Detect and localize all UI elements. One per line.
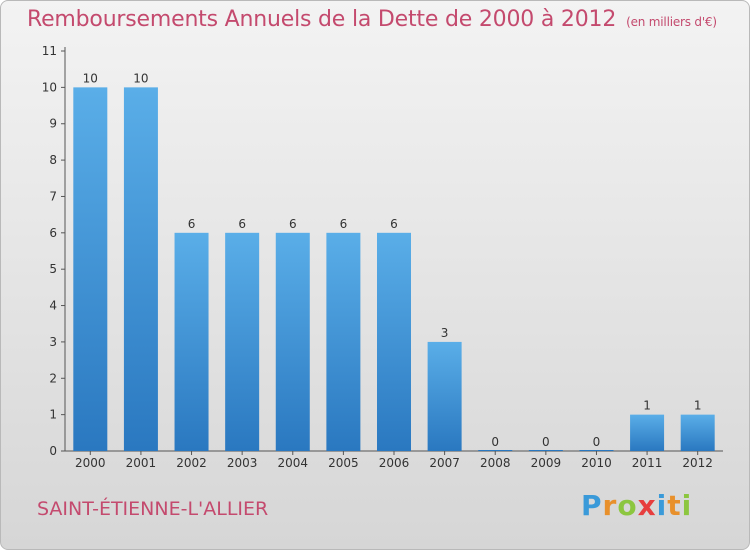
data-label-2008: 0 [491, 435, 499, 449]
data-label-2006: 6 [390, 217, 398, 231]
data-label-2007: 3 [441, 326, 449, 340]
logo-letter: x [637, 489, 657, 522]
bar-2011 [630, 414, 665, 451]
logo-letter: t [667, 489, 682, 522]
chart-data-labels: 10 10 6 6 6 6 6 3 0 0 0 1 1 [83, 71, 702, 449]
chart-title-text: Remboursements Annuels de la Dette de 20… [27, 7, 617, 32]
bar-2010 [579, 450, 614, 451]
data-label-2003: 6 [238, 217, 246, 231]
city-name: SAINT-ÉTIENNE-L'ALLIER [37, 498, 269, 520]
chart-subtitle: (en milliers d'€) [626, 15, 717, 29]
y-tick-label: 4 [49, 299, 57, 313]
bar-2009 [528, 450, 563, 451]
data-label-2000: 10 [83, 71, 98, 85]
bar-2004 [275, 232, 310, 451]
x-tick-label: 2003 [227, 456, 258, 470]
y-tick-label: 8 [49, 153, 57, 167]
x-tick-label: 2010 [581, 456, 612, 470]
data-label-2012: 1 [694, 399, 702, 413]
bar-2000 [73, 87, 108, 451]
bar-2001 [123, 87, 158, 451]
x-tick-label: 2009 [531, 456, 562, 470]
data-label-2001: 10 [133, 71, 148, 85]
data-label-2005: 6 [340, 217, 348, 231]
bar-2007 [427, 341, 462, 451]
data-label-2009: 0 [542, 435, 550, 449]
x-tick-label: 2006 [379, 456, 410, 470]
data-label-2011: 1 [643, 399, 651, 413]
bar-2003 [225, 232, 260, 451]
x-tick-label: 2008 [480, 456, 511, 470]
bar-2005 [326, 232, 361, 451]
logo-letter: r [602, 489, 618, 522]
data-label-2004: 6 [289, 217, 297, 231]
y-tick-label: 9 [49, 117, 57, 131]
logo-letter: i [656, 489, 668, 522]
x-tick-label: 2001 [126, 456, 157, 470]
y-tick-label: 7 [49, 189, 57, 203]
x-tick-label: 2012 [682, 456, 713, 470]
x-tick-label: 2007 [429, 456, 460, 470]
x-tick-label: 2005 [328, 456, 359, 470]
y-tick-label: 3 [49, 335, 57, 349]
logo-letter: o [617, 489, 638, 522]
bar-2012 [680, 414, 715, 451]
logo-letter: P [581, 489, 603, 522]
proxiti-logo: Proxiti [581, 489, 692, 522]
bar-2008 [478, 450, 513, 451]
chart-title: Remboursements Annuels de la Dette de 20… [27, 7, 717, 32]
chart-bars [73, 87, 715, 451]
y-tick-label: 2 [49, 371, 57, 385]
bar-2002 [174, 232, 209, 451]
y-tick-label: 11 [42, 44, 57, 58]
y-tick-label: 1 [49, 408, 57, 422]
y-tick-label: 10 [42, 80, 57, 94]
y-tick-label: 5 [49, 262, 57, 276]
bar-2006 [377, 232, 411, 451]
y-tick-label: 6 [49, 226, 57, 240]
x-tick-label: 2004 [277, 456, 308, 470]
x-tick-label: 2000 [75, 456, 106, 470]
y-tick-label: 0 [49, 444, 57, 458]
data-label-2002: 6 [188, 217, 196, 231]
x-tick-label: 2002 [176, 456, 207, 470]
data-label-2010: 0 [593, 435, 601, 449]
logo-letter: i [681, 489, 693, 522]
x-tick-label: 2011 [632, 456, 663, 470]
